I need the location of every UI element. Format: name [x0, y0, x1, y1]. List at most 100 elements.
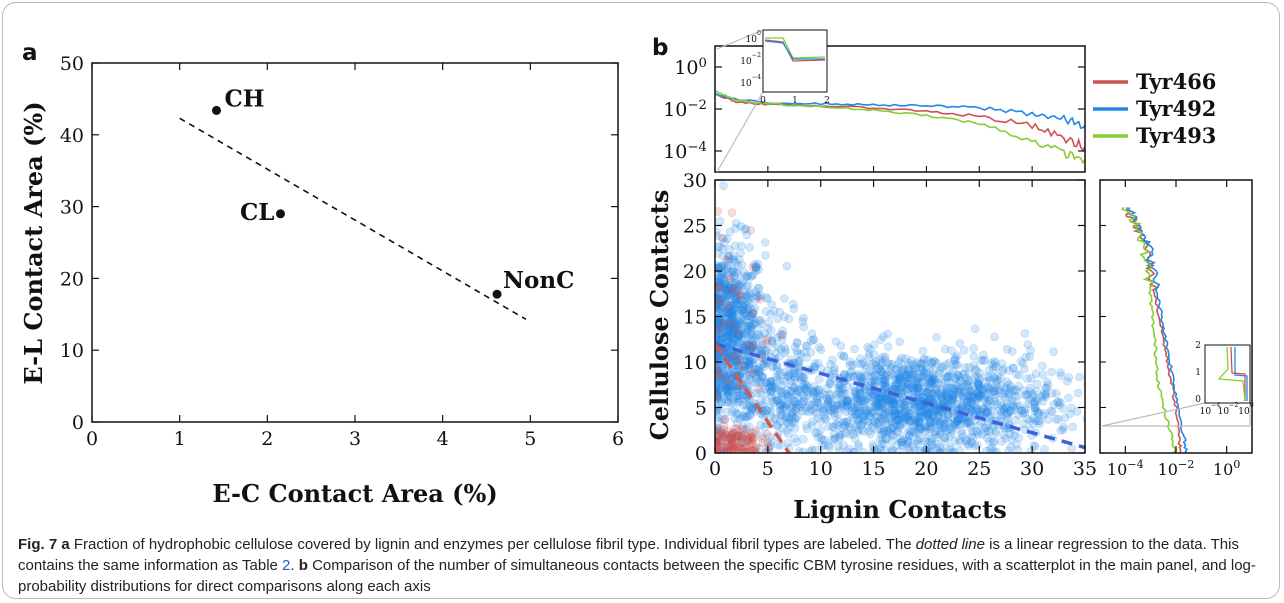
scatter-point [966, 398, 976, 408]
scatter-point [905, 431, 914, 440]
scatter-point [715, 318, 723, 328]
scatter-point [915, 407, 925, 416]
scatter-point [1004, 446, 1013, 453]
scatter-point [835, 380, 845, 390]
scatter-point [897, 366, 906, 376]
scatter-point [719, 309, 728, 319]
scatter-point [1026, 346, 1035, 355]
scatter-point [773, 314, 783, 324]
scatter-point [900, 371, 910, 381]
caption-a-label: a [61, 536, 70, 553]
scatter-point [924, 422, 934, 431]
scatter-point [715, 249, 723, 258]
scatter-point [739, 329, 748, 339]
scatter-point [1026, 373, 1036, 383]
scatter-point [748, 309, 758, 318]
scatter-point [718, 273, 727, 283]
scatter-point [836, 351, 846, 360]
scatter-point [753, 330, 763, 340]
scatter-point [920, 406, 930, 416]
scatter-point [872, 402, 881, 411]
caption-a-text-1: Fraction of hydrophobic cellulose covere… [73, 536, 912, 553]
scatter-point [720, 264, 729, 273]
scatter-point [742, 290, 752, 300]
scatter-point [979, 385, 989, 395]
scatter-point [911, 364, 920, 374]
scatter-point [892, 415, 902, 425]
scatter-point [997, 359, 1007, 368]
scatter-point [946, 398, 956, 408]
scatter-point [887, 395, 896, 404]
scatter-point [731, 409, 741, 418]
scatter-point [1092, 410, 1100, 418]
scatter-point [744, 422, 753, 431]
scatter-point [722, 338, 731, 347]
scatter-point [735, 414, 744, 424]
top-inset-xtick-label: 0 [760, 96, 766, 106]
scatter-point [865, 426, 874, 436]
scatter-point [839, 388, 848, 398]
scatter-point [938, 447, 948, 453]
scatter-point [920, 414, 930, 423]
scatter-point [742, 357, 752, 367]
scatter-point [948, 422, 958, 432]
scatter-point [935, 429, 945, 439]
scatter-point [728, 265, 738, 274]
scatter-point [715, 278, 725, 287]
scatter-point [829, 366, 839, 375]
scatter-point [849, 447, 858, 453]
scatter-point [715, 283, 724, 293]
scatter-point [715, 354, 725, 364]
scatter-point [951, 355, 960, 364]
scatter-point [1067, 444, 1076, 453]
scatter-point [738, 305, 747, 315]
scatter-point [731, 298, 741, 308]
scatter-point [748, 262, 757, 272]
scatter-point [782, 389, 791, 399]
scatter-point [730, 405, 739, 415]
scatter-point [1038, 397, 1048, 406]
scatter-point [932, 388, 942, 397]
scatter-point [732, 325, 741, 335]
scatter-point [851, 410, 861, 419]
scatter-point [853, 401, 863, 411]
scatter-point [901, 382, 911, 392]
scatter-point [750, 303, 760, 313]
panel-b-ytick-label: 5 [695, 398, 707, 420]
scatter-point [736, 305, 746, 315]
scatter-point [1028, 413, 1038, 423]
top-marginal-ytick-label: 100 [674, 56, 707, 79]
right-inset-connector [1101, 402, 1206, 427]
scatter-point [920, 354, 929, 364]
scatter-point [1012, 369, 1021, 379]
scatter-point [987, 406, 997, 416]
scatter-point [1021, 352, 1031, 362]
scatter-point [983, 404, 993, 413]
scatter-point [820, 440, 830, 450]
scatter-point [715, 326, 721, 336]
scatter-point [918, 346, 928, 356]
scatter-point [745, 243, 755, 252]
scatter-point [811, 388, 821, 398]
scatter-point [1006, 406, 1015, 416]
scatter-point [885, 367, 894, 377]
scatter-point [841, 389, 851, 399]
scatter-point [777, 388, 787, 398]
scatter-point [715, 373, 721, 382]
scatter-point [930, 405, 939, 415]
scatter-point [748, 309, 758, 318]
scatter-point [715, 278, 724, 287]
scatter-point [1014, 411, 1024, 420]
scatter-point [724, 303, 734, 312]
scatter-point [963, 397, 972, 406]
scatter-point [728, 330, 738, 339]
scatter-point [800, 348, 810, 357]
scatter-point [743, 322, 752, 331]
scatter-point [743, 292, 752, 301]
scatter-point [718, 334, 728, 343]
scatter-point [735, 355, 744, 365]
scatter-point [933, 432, 942, 442]
scatter-point [981, 390, 990, 400]
scatter-point [931, 430, 941, 440]
scatter-point [828, 355, 837, 365]
